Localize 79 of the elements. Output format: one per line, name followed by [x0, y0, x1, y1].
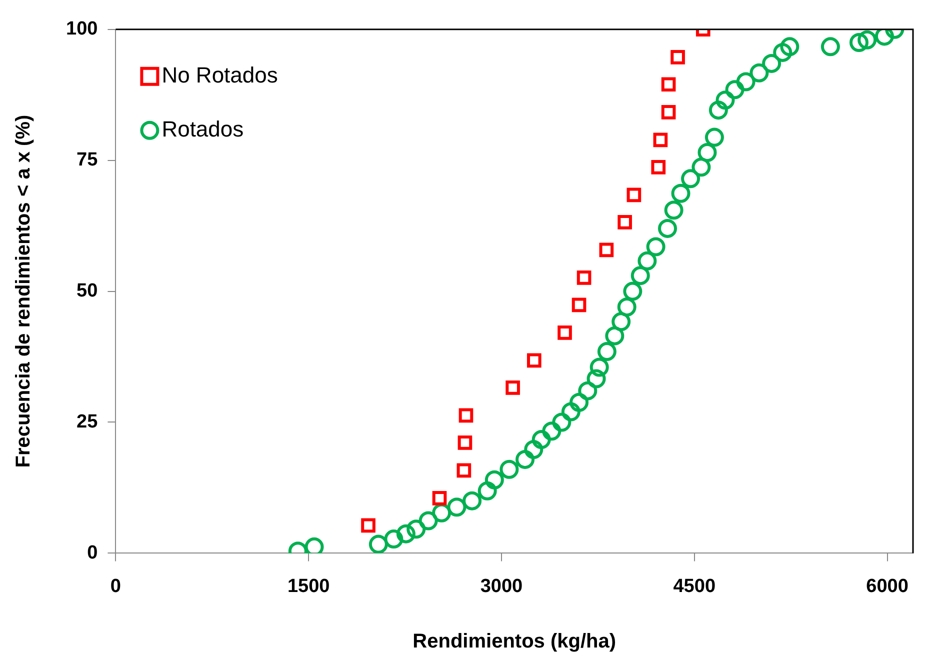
- point: [432, 491, 447, 506]
- x-tick-label: 3000: [480, 576, 523, 597]
- point: [561, 402, 580, 422]
- x-axis-title: Rendimientos (kg/ha): [412, 630, 616, 653]
- point: [681, 169, 700, 188]
- point: [653, 132, 668, 148]
- point: [447, 498, 466, 517]
- point: [716, 90, 735, 110]
- point: [708, 100, 728, 120]
- point: [478, 481, 497, 500]
- point: [646, 237, 666, 256]
- point: [506, 380, 520, 395]
- point: [570, 392, 589, 412]
- point: [651, 160, 666, 174]
- point: [576, 270, 592, 285]
- point: [578, 381, 598, 400]
- point: [618, 215, 632, 230]
- y-tick-label: 25: [76, 411, 98, 432]
- point: [458, 436, 472, 450]
- y-axis-title: Frecuencia de rendimientos < a x (%): [12, 114, 35, 468]
- point: [558, 326, 572, 340]
- y-tick-label: 100: [66, 18, 98, 40]
- point: [630, 266, 650, 286]
- x-tick-label: 0: [110, 576, 121, 597]
- point: [692, 158, 711, 177]
- point: [638, 251, 657, 270]
- point: [590, 358, 609, 377]
- point: [858, 30, 877, 50]
- point: [599, 242, 614, 258]
- point: [849, 32, 868, 52]
- legend-label: Rotados: [162, 116, 244, 142]
- x-tick-label: 4500: [673, 576, 716, 597]
- point: [456, 463, 472, 478]
- point: [532, 430, 551, 450]
- point: [462, 491, 482, 510]
- point: [736, 72, 756, 92]
- point: [612, 312, 631, 332]
- point: [406, 520, 426, 539]
- point: [661, 105, 676, 120]
- point: [542, 422, 562, 441]
- point: [361, 518, 376, 533]
- point: [750, 63, 769, 82]
- point: [396, 524, 416, 544]
- point: [597, 342, 616, 362]
- point: [500, 460, 519, 479]
- point: [524, 440, 544, 459]
- point: [661, 77, 676, 92]
- point: [704, 128, 724, 147]
- y-tick-label: 50: [76, 280, 98, 302]
- point: [623, 282, 642, 301]
- x-tick-label: 1500: [287, 576, 330, 597]
- point: [670, 50, 685, 64]
- point: [698, 142, 717, 162]
- x-tick-label: 6000: [866, 576, 908, 597]
- point: [516, 450, 535, 469]
- point: [458, 408, 474, 423]
- point: [626, 188, 642, 202]
- point: [418, 511, 438, 530]
- point: [762, 54, 782, 73]
- point: [874, 29, 894, 46]
- point: [552, 412, 572, 432]
- point: [484, 470, 504, 490]
- point: [820, 37, 840, 56]
- point: [617, 298, 636, 317]
- y-tick-label: 75: [76, 150, 98, 171]
- point: [586, 369, 606, 388]
- y-tick-label: 0: [87, 542, 98, 564]
- point: [526, 353, 542, 368]
- legend-label: No Rotados: [162, 62, 278, 88]
- point: [658, 218, 678, 238]
- point: [671, 184, 690, 203]
- point: [664, 200, 684, 220]
- point: [572, 298, 586, 312]
- point: [605, 326, 624, 346]
- point: [384, 530, 404, 549]
- point: [368, 534, 388, 554]
- point: [780, 37, 800, 56]
- point: [773, 42, 792, 62]
- point: [725, 80, 744, 100]
